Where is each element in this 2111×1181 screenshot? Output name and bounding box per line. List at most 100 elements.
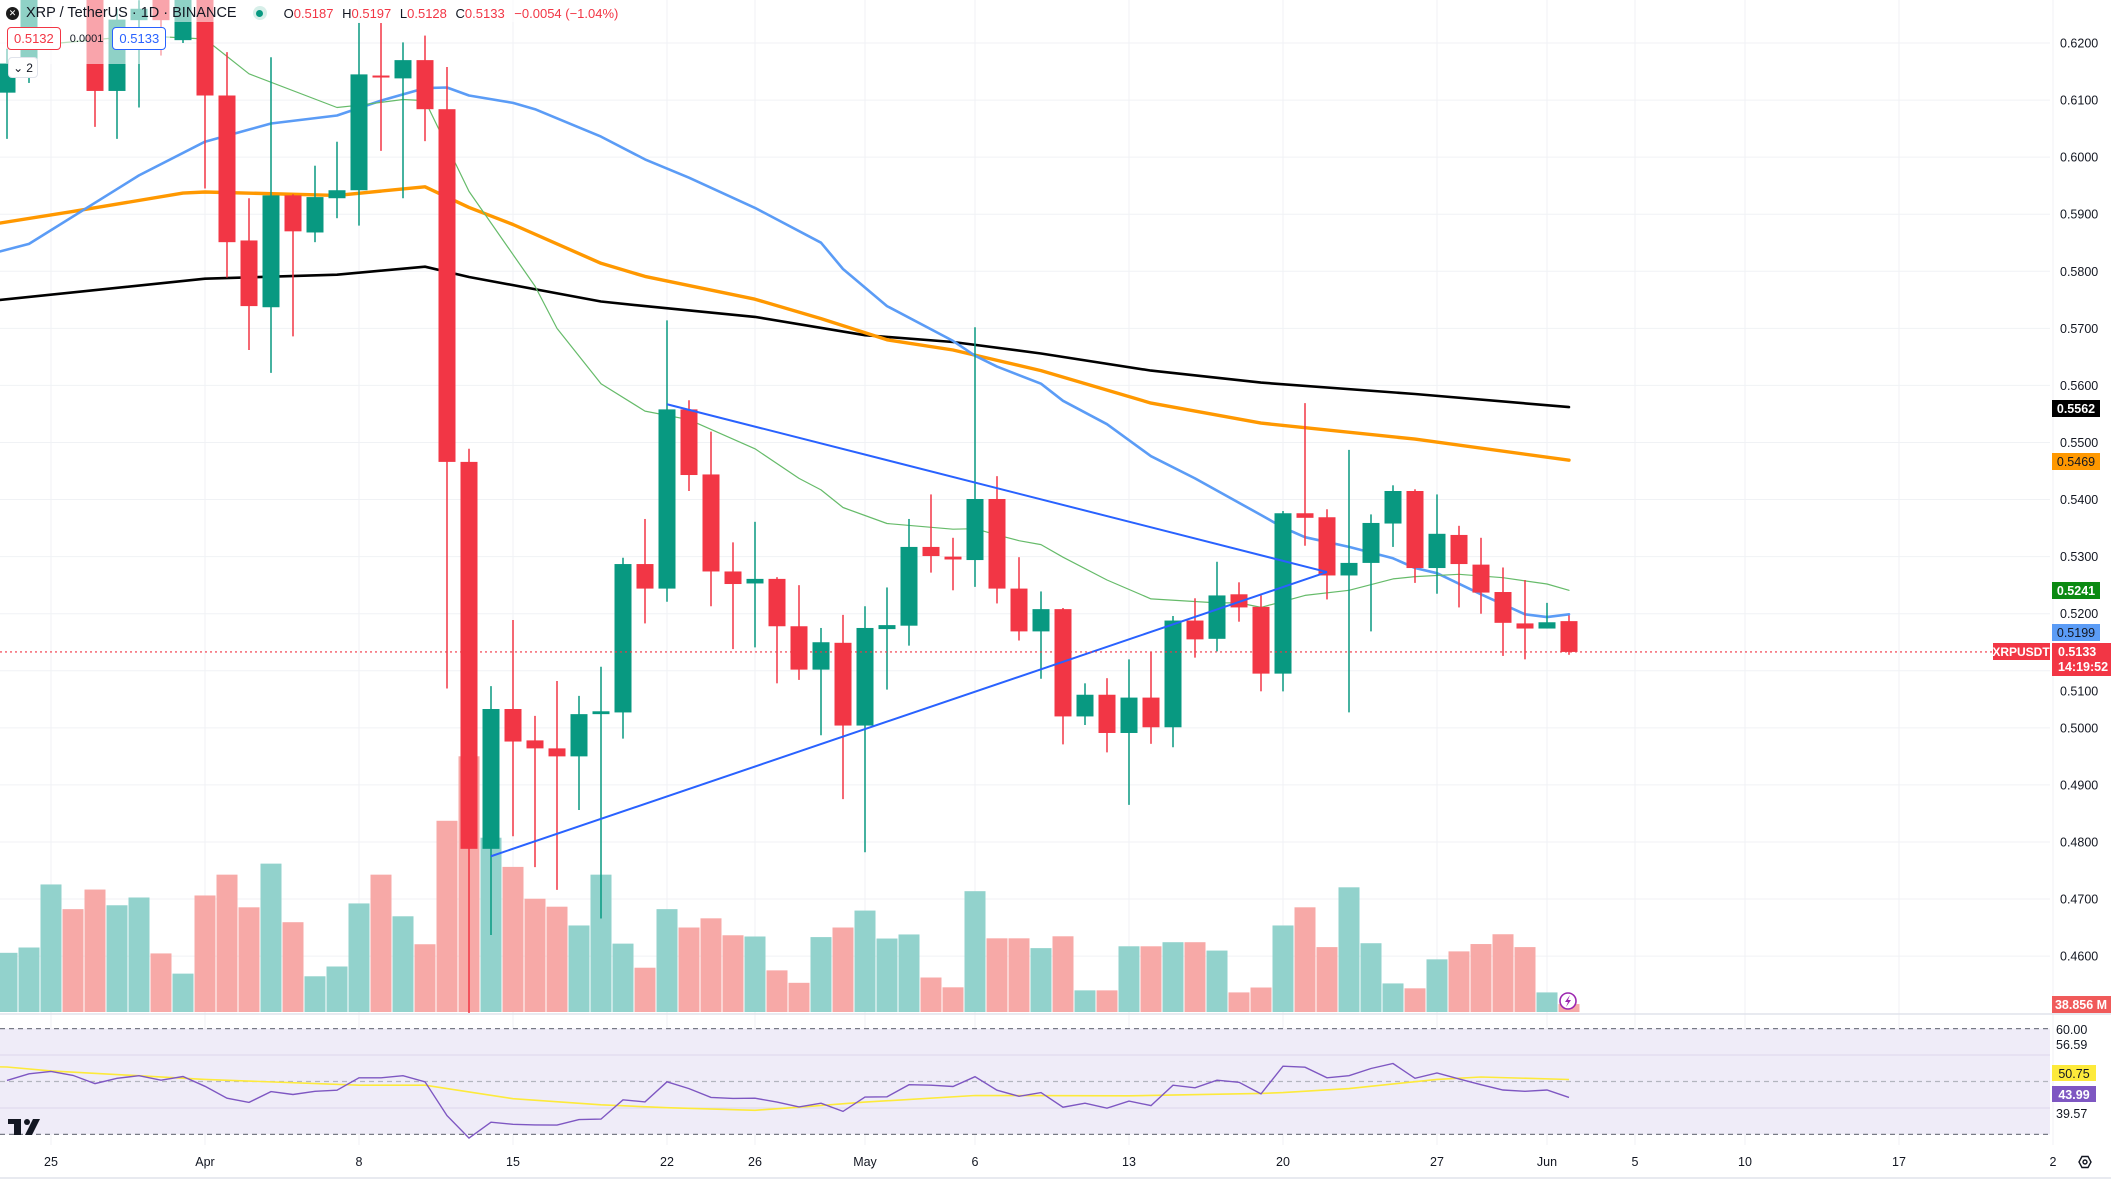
- candle-body[interactable]: [724, 571, 742, 585]
- price-tick-label: 0.5500: [2060, 436, 2098, 450]
- volume-bar: [1492, 934, 1514, 1012]
- volume-bar: [1074, 990, 1096, 1012]
- candle-body[interactable]: [284, 195, 302, 232]
- volume-bar: [766, 970, 788, 1012]
- candle-body[interactable]: [1538, 622, 1556, 629]
- volume-bars: [0, 756, 1580, 1012]
- candle-body[interactable]: [1120, 697, 1138, 733]
- price-axis[interactable]: 0.6200 0.6100 0.6000 0.5900 0.5800 0.5700 0.56…: [2060, 37, 2098, 964]
- candle-body[interactable]: [1098, 694, 1116, 733]
- candle-body[interactable]: [1494, 592, 1512, 623]
- price-pane[interactable]: [0, 0, 1993, 1025]
- candle-body[interactable]: [1384, 490, 1402, 524]
- candle-body[interactable]: [1164, 620, 1182, 728]
- tradingview-logo[interactable]: [8, 1116, 44, 1136]
- candle-body[interactable]: [812, 642, 830, 670]
- rsi-pane[interactable]: [0, 1027, 2050, 1140]
- candle-body[interactable]: [702, 474, 720, 572]
- candle-body[interactable]: [1450, 534, 1468, 565]
- time-tick-label: Apr: [195, 1155, 214, 1169]
- candle-body[interactable]: [482, 709, 500, 849]
- candle-body[interactable]: [856, 627, 874, 726]
- candle-body[interactable]: [900, 546, 918, 626]
- candle-body[interactable]: [1406, 490, 1424, 569]
- candle-body[interactable]: [680, 409, 698, 476]
- sell-button[interactable]: 0.5132: [7, 27, 61, 50]
- candle-body[interactable]: [966, 498, 984, 561]
- volume-bar: [1448, 951, 1470, 1012]
- collapse-indicators-button[interactable]: ⌄ 2: [8, 57, 38, 78]
- candle-body[interactable]: [658, 409, 676, 589]
- candle-body[interactable]: [878, 625, 896, 630]
- candle-body[interactable]: [988, 498, 1006, 589]
- candle-body[interactable]: [372, 75, 390, 78]
- price-tick-label: 0.5300: [2060, 550, 2098, 564]
- candle-body[interactable]: [460, 461, 478, 849]
- candle-body[interactable]: [1252, 606, 1270, 674]
- candle-body[interactable]: [1142, 697, 1160, 728]
- candle-body[interactable]: [1362, 522, 1380, 563]
- candle-body[interactable]: [262, 195, 280, 308]
- candle-body[interactable]: [1076, 694, 1094, 717]
- candle-body[interactable]: [394, 60, 412, 79]
- symbol-title[interactable]: XRP / TetherUS · 1D · BINANCE: [26, 5, 237, 21]
- candle-body[interactable]: [548, 748, 566, 757]
- candle-body[interactable]: [1208, 595, 1226, 639]
- time-axis[interactable]: 25 Apr 8 15 22 26 May 6 13 20 27 Jun 5 10 17 2: [44, 1155, 2056, 1169]
- candle-body[interactable]: [1010, 588, 1028, 632]
- candle-body[interactable]: [922, 546, 940, 557]
- candle-body[interactable]: [1032, 609, 1050, 632]
- candle-body[interactable]: [240, 240, 258, 307]
- trendlines[interactable]: [490, 403, 1328, 858]
- volume-bar: [1096, 990, 1118, 1012]
- candle-body[interactable]: [834, 642, 852, 726]
- time-tick-label: 10: [1738, 1155, 1752, 1169]
- candle-body[interactable]: [570, 714, 588, 757]
- candle-body[interactable]: [1560, 621, 1578, 652]
- price-tick-label: 0.6200: [2060, 37, 2098, 51]
- candle-body[interactable]: [944, 556, 962, 560]
- volume-bar: [502, 866, 524, 1012]
- candle-body[interactable]: [1428, 533, 1446, 569]
- candle-body[interactable]: [746, 578, 764, 584]
- candle-body[interactable]: [592, 711, 610, 715]
- time-tick-label: 17: [1892, 1155, 1906, 1169]
- trendline[interactable]: [490, 571, 1328, 858]
- candle-body[interactable]: [350, 74, 368, 191]
- candle-body[interactable]: [1318, 517, 1336, 576]
- volume-bar: [172, 973, 194, 1012]
- candle-body[interactable]: [768, 578, 786, 627]
- candle-body[interactable]: [1186, 620, 1204, 640]
- candle-body[interactable]: [438, 109, 456, 462]
- candle-body[interactable]: [306, 197, 324, 233]
- lightning-icon[interactable]: [1559, 992, 1577, 1010]
- candle-body[interactable]: [196, 0, 214, 96]
- candle-body[interactable]: [416, 60, 434, 110]
- volume-bar: [1514, 947, 1536, 1012]
- open-label: O: [283, 5, 294, 21]
- candle-body[interactable]: [218, 95, 236, 243]
- candle-body[interactable]: [526, 740, 544, 749]
- candle-body[interactable]: [1296, 513, 1314, 518]
- candle-body[interactable]: [636, 564, 654, 589]
- candle-body[interactable]: [790, 626, 808, 670]
- candle-body[interactable]: [328, 190, 346, 199]
- candle-body[interactable]: [1340, 562, 1358, 576]
- trendline[interactable]: [666, 403, 1328, 574]
- indicator-count: 2: [26, 60, 33, 75]
- buy-button[interactable]: 0.5133: [112, 27, 167, 50]
- moving-average-line: [0, 185, 1571, 462]
- gear-icon[interactable]: [2078, 1155, 2092, 1169]
- volume-bar: [1250, 987, 1272, 1012]
- volume-bar: [1360, 943, 1382, 1012]
- trade-buttons: 0.5132 0.0001 0.5133: [7, 27, 167, 50]
- candle-body[interactable]: [1472, 564, 1490, 593]
- candle-body[interactable]: [614, 564, 632, 713]
- candle-body[interactable]: [1516, 623, 1534, 629]
- candle-body[interactable]: [504, 709, 522, 742]
- symbol-legend[interactable]: ✕ XRP / TetherUS · 1D · BINANCE O0.5187 …: [6, 3, 618, 23]
- candle-body[interactable]: [1274, 513, 1292, 674]
- volume-bar: [590, 874, 612, 1012]
